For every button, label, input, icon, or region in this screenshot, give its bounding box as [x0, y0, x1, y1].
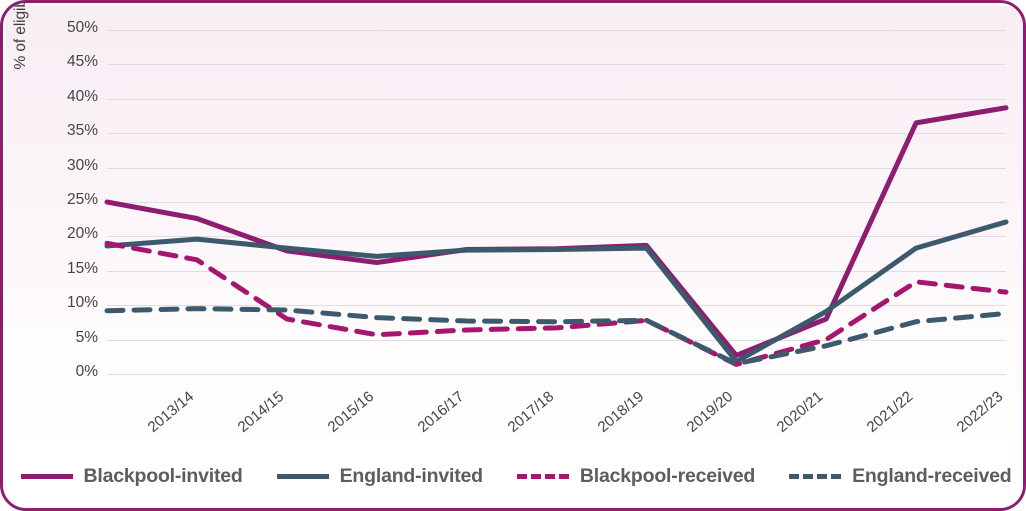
legend-item[interactable]: England-received: [789, 465, 1012, 488]
legend-item-label: England-invited: [339, 465, 483, 487]
series-line: [104, 306, 1009, 367]
legend-item-label: Blackpool-invited: [83, 465, 243, 487]
legend-line-swatch: [789, 474, 842, 479]
gridline: [107, 270, 1006, 272]
y-axis-tick-label: 35%: [66, 122, 98, 140]
gridline: [107, 98, 1006, 100]
legend-item[interactable]: Blackpool-invited: [20, 465, 243, 488]
y-axis-tick-label: 15%: [66, 259, 98, 277]
gridline: [107, 305, 1006, 307]
legend-line-swatch: [276, 474, 329, 479]
y-axis-tick-label: 45%: [66, 53, 98, 71]
legend-item[interactable]: England-invited: [276, 465, 483, 488]
legend-item[interactable]: Blackpool-received: [516, 465, 756, 488]
gridline: [107, 133, 1006, 135]
series-line: [104, 240, 1009, 367]
gridlines-and-yticks: 50% 45% 40% 35% 30% 25% 20% 15% 10% 5% 0%: [6, 6, 1023, 454]
y-axis-tick-label: 20%: [66, 225, 98, 243]
gridline: [107, 167, 1006, 169]
y-axis-tick-label: 25%: [66, 191, 98, 208]
series-line: [104, 105, 1009, 358]
legend-item-label: Blackpool-received: [579, 465, 756, 487]
y-axis-tick-label: 0%: [75, 363, 98, 380]
y-axis-tick-label: 5%: [75, 328, 98, 346]
gridline: [107, 339, 1006, 341]
gridline: [107, 374, 1006, 375]
series-line: [104, 219, 1009, 365]
y-axis-tick-label: 40%: [66, 87, 98, 105]
gridline: [107, 64, 1006, 66]
y-axis-tick-label: 10%: [66, 294, 98, 312]
plot-area: % of eligible population 50%45%40%35%30%…: [6, 3, 1023, 454]
y-axis-tick-label: 50%: [66, 19, 98, 36]
series-canvas: [104, 105, 1009, 367]
y-axis-tick-label: 30%: [66, 156, 98, 174]
gridline: [107, 30, 1006, 31]
legend-line-swatch: [20, 474, 73, 479]
legend-item-label: England-received: [852, 465, 1012, 487]
chart-legend: Blackpool-invited England-invited Blackpoo…: [6, 448, 1023, 505]
gridline: [107, 202, 1006, 203]
legend-line-swatch: [516, 474, 569, 479]
gridline: [107, 236, 1006, 238]
